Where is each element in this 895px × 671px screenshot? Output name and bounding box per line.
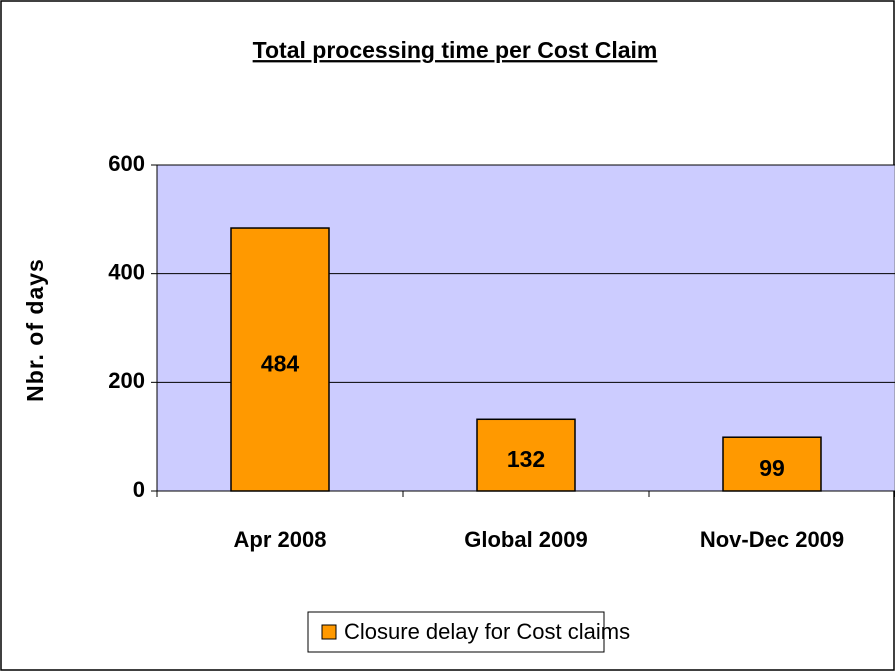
legend-label: Closure delay for Cost claims [344, 619, 630, 644]
data-label: 132 [507, 446, 545, 472]
y-axis-title: Nbr. of days [22, 258, 48, 402]
y-tick-label: 0 [133, 477, 145, 502]
legend-box [307, 611, 605, 653]
legend-swatch [321, 624, 337, 640]
y-tick-label: 400 [108, 259, 145, 284]
y-tick-label: 200 [108, 368, 145, 393]
data-label: 99 [759, 455, 785, 481]
bar [476, 418, 576, 492]
data-label: 484 [261, 351, 300, 377]
x-tick-label: Global 2009 [464, 527, 588, 552]
x-tick-label: Nov-Dec 2009 [700, 527, 844, 552]
x-tick-label: Apr 2008 [234, 527, 327, 552]
y-tick-label: 600 [108, 151, 145, 176]
chart-title: Total processing time per Cost Claim [253, 37, 658, 63]
bar [722, 436, 822, 492]
bar [230, 227, 330, 492]
